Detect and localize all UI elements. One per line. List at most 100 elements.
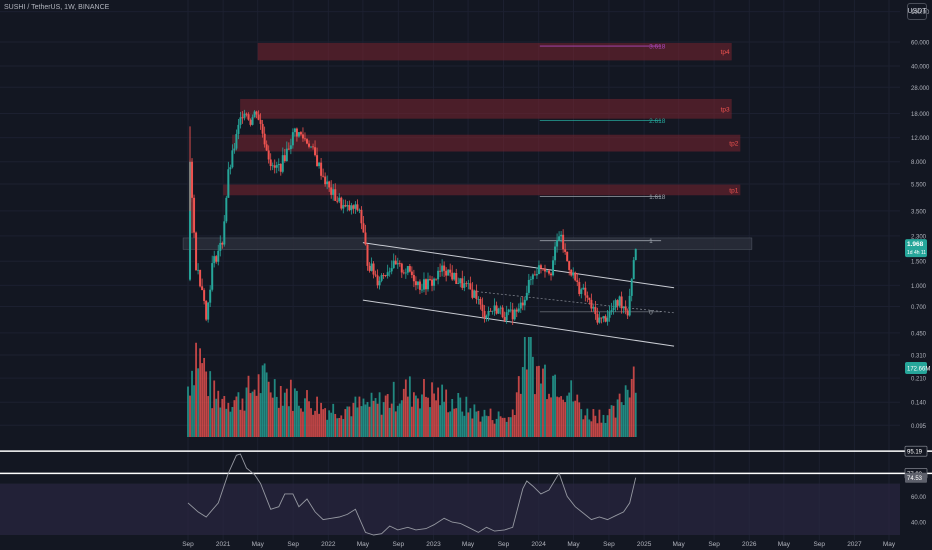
- target-zone-label: tp3: [721, 106, 730, 113]
- candle-body: [453, 272, 456, 280]
- volume-bar: [332, 403, 335, 437]
- candle-body: [207, 302, 210, 320]
- candle-body: [342, 205, 345, 209]
- volume-bar: [572, 401, 575, 437]
- candle-body: [303, 138, 306, 140]
- volume-bar: [616, 399, 619, 437]
- price-tick-label: 0.700: [911, 305, 927, 311]
- candle-body: [588, 297, 591, 300]
- volume-bar: [602, 414, 605, 437]
- volume-bar: [509, 417, 512, 437]
- time-tick-label: Sep: [708, 541, 720, 548]
- candle-body: [219, 242, 222, 251]
- candle-body: [308, 143, 311, 147]
- candle-body: [570, 269, 573, 276]
- volume-bar: [243, 410, 246, 437]
- candle-body: [439, 270, 442, 272]
- currency-button[interactable]: USDT: [907, 3, 927, 20]
- candle-body: [485, 315, 488, 319]
- volume-bar: [626, 389, 629, 437]
- volume-bar: [253, 389, 256, 437]
- volume-bar: [193, 385, 195, 437]
- time-tick-label: Sep: [603, 541, 615, 548]
- volume-bar: [503, 417, 506, 437]
- candle-body: [586, 295, 589, 298]
- candle-body: [247, 114, 250, 120]
- candle-body: [370, 263, 373, 271]
- volume-bar: [519, 393, 522, 437]
- volume-bar: [380, 414, 383, 437]
- candle-body: [420, 289, 423, 291]
- volume-bar: [485, 415, 488, 437]
- candle-body: [318, 162, 321, 167]
- candle-body: [334, 189, 337, 201]
- volume-bar: [189, 395, 191, 437]
- volume-bar: [590, 421, 593, 437]
- volume-bar: [229, 411, 232, 437]
- candle-body: [630, 279, 633, 296]
- candle-body: [404, 272, 407, 274]
- volume-bar: [285, 388, 288, 437]
- volume-bar: [281, 405, 284, 437]
- candle-body: [269, 159, 272, 167]
- volume-bar: [630, 379, 633, 437]
- volume-bar: [360, 406, 363, 437]
- volume-bar: [610, 405, 613, 437]
- candle-body: [608, 311, 611, 318]
- volume-bar: [259, 393, 262, 437]
- candle-body: [382, 275, 385, 276]
- volume-bar: [594, 415, 597, 437]
- candle-body: [235, 133, 238, 149]
- price-tick-label: 2.300: [911, 234, 927, 240]
- volume-bar: [211, 408, 214, 437]
- volume-bar: [521, 367, 524, 437]
- symbol-title[interactable]: SUSHI / TetherUS, 1W, BINANCE: [4, 4, 110, 11]
- volume-bar: [296, 390, 298, 437]
- volume-bar: [199, 348, 202, 437]
- candle-body: [215, 256, 218, 262]
- time-tick-label: 2023: [426, 541, 441, 548]
- time-tick-label: 2027: [847, 541, 862, 548]
- volume-bar: [209, 371, 212, 437]
- candle-body: [487, 310, 490, 316]
- candle-body: [543, 268, 546, 272]
- candle-body: [360, 209, 363, 224]
- volume-bar: [425, 396, 427, 437]
- candle-body: [277, 163, 280, 166]
- candle-body: [201, 286, 204, 291]
- volume-bar: [566, 395, 569, 437]
- candle-body: [521, 302, 524, 306]
- candle-body: [527, 279, 530, 293]
- candle-body: [203, 290, 206, 301]
- candle-body: [380, 275, 383, 281]
- volume-bars: [187, 337, 637, 437]
- candle-body: [209, 289, 212, 303]
- rsi-band: [0, 483, 900, 535]
- volume-bar: [390, 403, 393, 437]
- time-tick-label: Sep: [498, 541, 510, 548]
- candle-body: [558, 236, 561, 241]
- time-tick-label: Sep: [393, 541, 405, 548]
- volume-bar: [257, 374, 260, 437]
- candle-body: [310, 146, 313, 148]
- candle-body: [237, 124, 240, 134]
- candle-body: [622, 306, 625, 309]
- candle-body: [437, 270, 440, 280]
- candle-body: [447, 269, 450, 276]
- candle-body: [295, 128, 298, 137]
- volume-bar: [368, 406, 371, 437]
- price-tick-label: 3.500: [911, 209, 927, 215]
- current-price-zone: [182, 237, 753, 250]
- candle-body: [368, 265, 371, 271]
- volume-bar: [384, 395, 387, 437]
- volume-bar: [255, 395, 258, 437]
- candle-body: [475, 290, 478, 300]
- price-axis: 100.00 60.000 40.000 28.000 18.000 12.000 8.00…: [905, 10, 930, 430]
- volume-bar: [227, 402, 230, 437]
- target-zone-label: tp2: [729, 141, 738, 148]
- candle-body: [253, 111, 256, 118]
- fib-level-label: 3.618: [649, 44, 666, 51]
- candle-body: [515, 309, 518, 312]
- volume-bar: [223, 396, 226, 437]
